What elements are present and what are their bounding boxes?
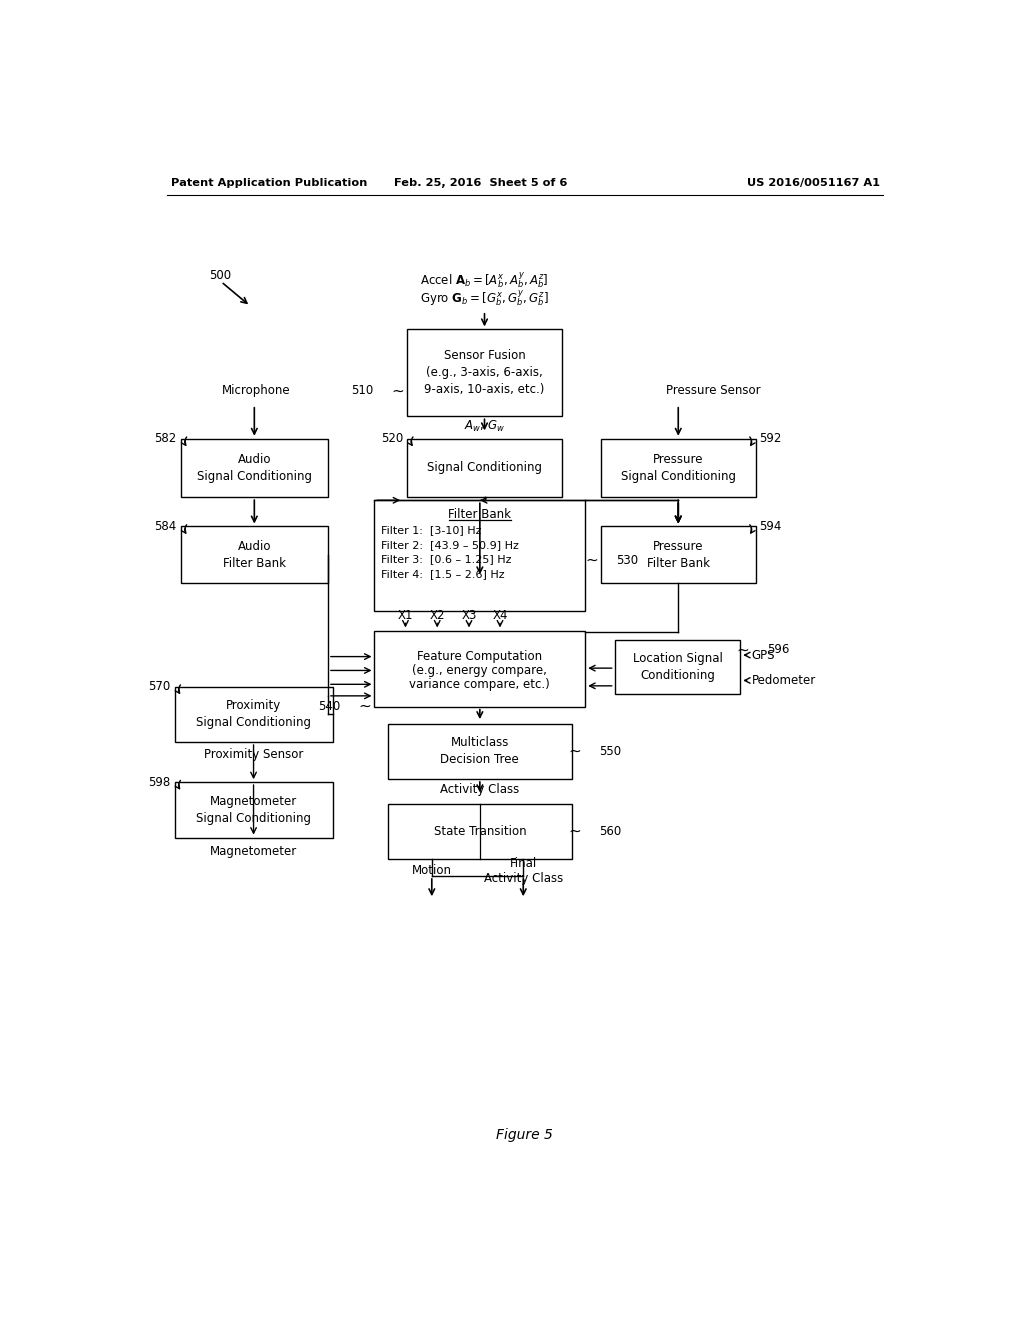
- Text: Motion: Motion: [412, 865, 452, 878]
- Text: (e.g., energy compare,: (e.g., energy compare,: [413, 664, 547, 677]
- Bar: [180, 438, 328, 498]
- Text: 592: 592: [760, 432, 782, 445]
- Bar: [407, 438, 562, 498]
- Text: Signal Conditioning: Signal Conditioning: [427, 462, 542, 474]
- Text: 510: 510: [350, 384, 373, 397]
- Text: 520: 520: [381, 432, 403, 445]
- Text: X3: X3: [462, 610, 477, 622]
- Text: Pressure
Filter Bank: Pressure Filter Bank: [647, 540, 710, 570]
- Bar: [375, 500, 586, 611]
- Text: Audio
Filter Bank: Audio Filter Bank: [223, 540, 286, 570]
- Text: 582: 582: [155, 432, 177, 445]
- Text: Feb. 25, 2016  Sheet 5 of 6: Feb. 25, 2016 Sheet 5 of 6: [394, 178, 567, 187]
- Text: Magnetometer: Magnetometer: [210, 845, 297, 858]
- Text: Filter 2:  [43.9 – 50.9] Hz: Filter 2: [43.9 – 50.9] Hz: [381, 540, 518, 550]
- Bar: [388, 723, 572, 779]
- Text: 550: 550: [599, 744, 622, 758]
- Bar: [388, 804, 572, 859]
- Bar: [601, 527, 756, 583]
- Text: X1: X1: [397, 610, 414, 622]
- Text: State Transition: State Transition: [433, 825, 526, 838]
- Text: 570: 570: [148, 680, 171, 693]
- Text: Filter 1:  [3-10] Hz: Filter 1: [3-10] Hz: [381, 525, 481, 536]
- Text: $A_w$, $G_w$: $A_w$, $G_w$: [464, 418, 505, 434]
- Text: ∼: ∼: [391, 383, 404, 399]
- Text: GPS: GPS: [752, 648, 775, 661]
- Text: ∼: ∼: [736, 642, 749, 657]
- Text: US 2016/0051167 A1: US 2016/0051167 A1: [746, 178, 880, 187]
- Text: Multiclass
Decision Tree: Multiclass Decision Tree: [440, 737, 519, 767]
- Text: Microphone: Microphone: [221, 384, 290, 397]
- Text: Proximity Sensor: Proximity Sensor: [204, 748, 303, 760]
- Text: 540: 540: [318, 700, 340, 713]
- Text: 530: 530: [616, 554, 638, 566]
- Text: Pressure Sensor: Pressure Sensor: [666, 384, 761, 397]
- Text: Patent Application Publication: Patent Application Publication: [171, 178, 367, 187]
- Bar: [601, 438, 756, 498]
- Text: 584: 584: [155, 520, 177, 533]
- Text: 598: 598: [148, 776, 171, 788]
- Text: X4: X4: [493, 610, 508, 622]
- Text: ∼: ∼: [358, 700, 372, 714]
- Bar: [174, 686, 334, 742]
- Text: X2: X2: [429, 610, 445, 622]
- Text: Pedometer: Pedometer: [752, 675, 816, 686]
- Bar: [614, 640, 740, 693]
- Text: Activity Class: Activity Class: [440, 783, 519, 796]
- Text: Filter 3:  [0.6 – 1.25] Hz: Filter 3: [0.6 – 1.25] Hz: [381, 554, 511, 565]
- Text: 500: 500: [209, 269, 231, 282]
- Text: Final
Activity Class: Final Activity Class: [483, 857, 563, 884]
- Text: Audio
Signal Conditioning: Audio Signal Conditioning: [197, 453, 312, 483]
- Text: Filter 4:  [1.5 – 2.6] Hz: Filter 4: [1.5 – 2.6] Hz: [381, 569, 504, 579]
- Text: 594: 594: [760, 520, 782, 533]
- Bar: [180, 527, 328, 583]
- Text: Location Signal
Conditioning: Location Signal Conditioning: [633, 652, 722, 681]
- Text: Magnetometer
Signal Conditioning: Magnetometer Signal Conditioning: [197, 795, 311, 825]
- Text: Gyro $\mathbf{G}_b = [G_b^x, G_b^y, G_b^z]$: Gyro $\mathbf{G}_b = [G_b^x, G_b^y, G_b^…: [420, 289, 549, 309]
- Bar: [375, 631, 586, 706]
- Text: Filter Bank: Filter Bank: [449, 508, 511, 520]
- Text: Proximity
Signal Conditioning: Proximity Signal Conditioning: [197, 700, 311, 730]
- Text: Figure 5: Figure 5: [497, 1127, 553, 1142]
- Text: variance compare, etc.): variance compare, etc.): [410, 677, 550, 690]
- Text: Sensor Fusion
(e.g., 3-axis, 6-axis,
9-axis, 10-axis, etc.): Sensor Fusion (e.g., 3-axis, 6-axis, 9-a…: [424, 350, 545, 396]
- Text: ∼: ∼: [585, 553, 598, 568]
- Text: Accel $\mathbf{A}_b = [A_b^x, A_b^y, A_b^z]$: Accel $\mathbf{A}_b = [A_b^x, A_b^y, A_b…: [420, 271, 549, 290]
- Bar: [407, 330, 562, 416]
- Text: ∼: ∼: [568, 824, 581, 840]
- Text: Pressure
Signal Conditioning: Pressure Signal Conditioning: [621, 453, 736, 483]
- Text: Feature Computation: Feature Computation: [418, 649, 543, 663]
- Text: 560: 560: [599, 825, 622, 838]
- Bar: [174, 781, 334, 838]
- Text: ∼: ∼: [568, 743, 581, 759]
- Text: 596: 596: [767, 643, 790, 656]
